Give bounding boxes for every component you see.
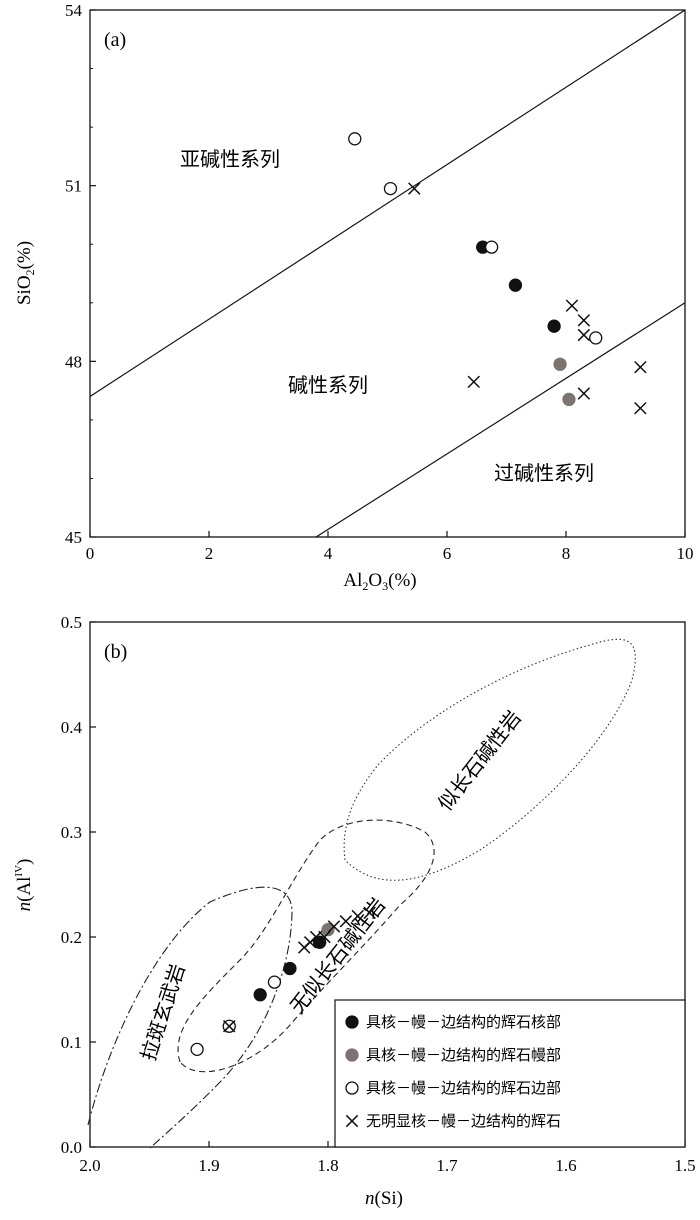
chart-b-y-tick-label: 0.2 [61,928,82,947]
legend-marker-2 [345,1048,359,1062]
chart-b-field-tholeiite-envelope [87,886,293,1149]
chart-a-y-axis-label: SiO2(%) [14,241,37,305]
chart-b-point-s1-2 [283,961,297,976]
chart-b-point-s1-1 [253,988,267,1002]
chart-a-points [348,132,647,415]
chart-a-x-axis-label: Al2O3(%) [343,570,416,593]
legend-item-4: 无明显核－幔－边结构的辉石 [366,1112,561,1130]
chart-a-point-s4-6 [577,387,591,400]
chart-b-x-tick-label: 1.6 [555,1156,576,1175]
chart-a-point-s4-5 [467,375,481,389]
chart-b-x-tick-label: 2.0 [79,1156,100,1175]
chart-a-point-s3-4 [589,331,603,345]
chart-a-field-subalkaline: 亚碱性系列 [180,147,280,171]
chart-a-point-s4-3 [577,314,591,327]
legend-marker-4 [345,1114,359,1128]
chart-b-x-tick-label: 1.8 [317,1156,338,1175]
chart-a-point-s2-2 [562,392,576,407]
chart-a-point-s2-1 [553,357,567,371]
chart-a-boundaries [89,9,686,538]
chart-b-point-s4-7 [339,915,353,928]
chart-b-point-s4-8 [351,909,364,923]
chart-a-frame [89,9,686,538]
chart-b-y-tick-label: 0.4 [61,718,83,737]
chart-b-field-feldspathoid-envelope [343,638,636,881]
chart-a-y-tick-label: 54 [65,1,83,20]
chart-a-point-s4-4 [577,328,591,342]
chart-a-boundary-line-2 [315,302,686,538]
legend-marker-3 [345,1081,359,1095]
chart-b-field-tholeiite: 拉斑玄武岩 [136,961,190,1064]
chart-b-panel-label: (b) [104,641,127,663]
chart-a-ticks: 0 2 4 6 8 10 54 51 48 45 [65,1,694,563]
chart-b-field-nonfeldspathoid: 无似长石碱性岩 [285,893,390,1018]
chart-a-point-s1-2 [508,278,523,292]
chart-a-x-tick-label: 2 [205,544,214,563]
chart-b-point-s4-6 [327,920,341,933]
chart-b-point-s3-1 [190,1042,204,1056]
chart-b-point-s2-1 [321,923,335,937]
legend: 具核－幔－边结构的辉石核部具核－幔－边结构的辉石幔部具核－幔－边结构的辉石边部无… [334,999,686,1148]
chart-b-y-tick-label: 0.5 [61,613,82,632]
legend-item-1: 具核－幔－边结构的辉石核部 [366,1013,561,1031]
chart-b-point-s4-5 [318,930,331,944]
chart-b-field-nonfeldspathoid-envelope [177,819,435,1073]
chart-a-point-s1-3 [547,319,561,333]
chart-b-field-feldspathoid: 似长石碱性岩 [433,706,526,815]
chart-a-field-alkaline: 碱性系列 [288,373,368,397]
legend-item-3: 具核－幔－边结构的辉石边部 [366,1079,561,1097]
chart-b-points [190,906,376,1056]
chart-a-y-tick-label: 51 [65,177,82,196]
chart-b-ticks: 2.0 1.9 1.8 1.7 1.6 1.5 0.5 0.4 0.3 0.2 0.1 0.0 [61,613,696,1175]
chart-b: (b) 拉斑玄武岩 无似长石碱性岩 似长石碱性岩 2.0 1.9 1.8 1.7 1.6… [13,613,696,1209]
chart-b-y-tick-label: 0.3 [61,823,82,842]
chart-a-point-s4-7 [634,360,647,374]
chart-a-x-tick-label: 8 [562,544,571,563]
chart-b-y-tick-label: 0.0 [61,1138,82,1157]
chart-a-y-tick-label: 48 [65,352,82,371]
chart-b-x-tick-label: 1.7 [436,1156,458,1175]
chart-b-y-axis-label: n(AlIV) [13,859,35,912]
chart-b-x-tick-label: 1.5 [674,1156,695,1175]
chart-b-point-s4-9 [363,906,376,920]
chart-a-point-s4-1 [408,182,421,195]
chart-a-x-tick-label: 0 [86,544,95,563]
chart-a-x-tick-label: 10 [677,544,694,563]
legend-box [334,999,686,1148]
chart-b-x-axis-label: n(Si) [365,1188,403,1209]
chart-a-panel-label: (a) [104,29,126,51]
chart-a-point-s4-2 [565,299,579,312]
chart-b-y-tick-label: 0.1 [61,1033,82,1052]
legend-marker-1 [345,1015,359,1029]
chart-b-x-tick-label: 1.9 [198,1156,219,1175]
chart-b-point-s4-1 [222,1020,236,1033]
chart-b-point-s3-3 [267,975,282,989]
chart-a-x-tick-label: 6 [443,544,452,563]
chart-a-point-s3-3 [484,240,499,254]
chart-a: (a) 亚碱性系列 碱性系列 过碱性系列 0 2 4 6 8 10 54 51 48 45 Al2… [14,1,694,593]
chart-a-point-s3-1 [348,132,362,146]
chart-a-boundary-line-1 [89,9,686,397]
chart-a-field-peralkaline: 过碱性系列 [494,461,594,485]
chart-a-point-s4-8 [634,401,647,415]
chart-a-point-s3-2 [383,181,398,196]
chart-a-y-tick-label: 45 [65,528,82,547]
chart-a-x-tick-label: 4 [324,544,333,563]
legend-item-2: 具核－幔－边结构的辉石幔部 [366,1046,561,1064]
